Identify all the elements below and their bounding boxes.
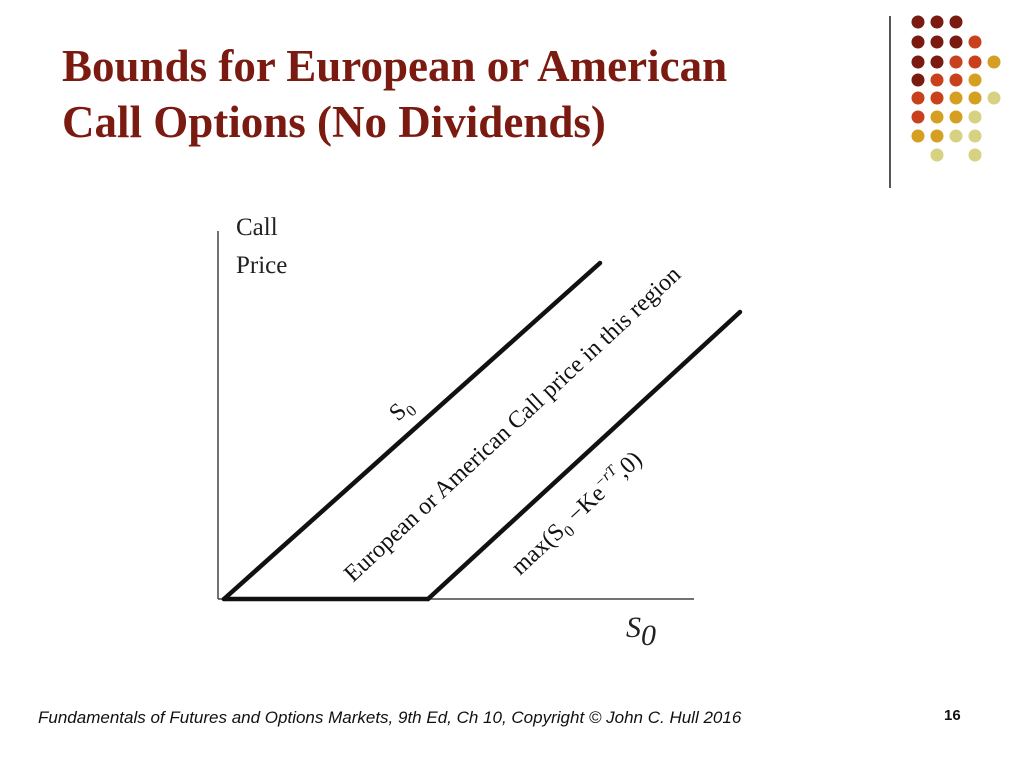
decorative-dot xyxy=(911,55,925,69)
decorative-dot xyxy=(987,55,1001,69)
decorative-dot xyxy=(930,15,944,29)
upper-bound-label: S0 xyxy=(384,393,420,430)
upper-bound-line xyxy=(221,260,603,602)
lower-bound-label: max(S0 −Ke−rT,0) xyxy=(505,445,650,583)
decorative-dot xyxy=(930,73,944,87)
footer-citation: Fundamentals of Futures and Options Mark… xyxy=(38,708,742,727)
decorative-dot xyxy=(930,110,944,124)
y-axis-label-line-2: Price xyxy=(236,252,287,279)
decorative-dot xyxy=(911,110,925,124)
decorative-dot xyxy=(968,91,982,105)
decorative-dot xyxy=(949,55,963,69)
decorative-dot xyxy=(968,35,982,49)
decorative-dot xyxy=(968,73,982,87)
region-label: European or American Call price in this … xyxy=(339,262,686,588)
call-bounds-diagram: Call Price S0 S0 European or American Ca… xyxy=(217,214,743,652)
decorative-dot xyxy=(949,110,963,124)
decorative-dot xyxy=(968,129,982,143)
decorative-dot xyxy=(949,73,963,87)
y-axis-label-line-1: Call xyxy=(236,214,278,241)
decorative-dot xyxy=(930,35,944,49)
page-number: 16 xyxy=(944,707,961,724)
decorative-dot xyxy=(949,15,963,29)
decorative-dot xyxy=(930,129,944,143)
decorative-dot xyxy=(968,55,982,69)
decorative-dot xyxy=(930,148,944,162)
decorative-dot xyxy=(968,110,982,124)
decorative-dot xyxy=(911,15,925,29)
title-line-1: Bounds for European or American xyxy=(62,41,728,91)
decorative-dot xyxy=(987,91,1001,105)
decorative-dot xyxy=(968,148,982,162)
decorative-dot xyxy=(911,129,925,143)
title-line-2: Call Options (No Dividends) xyxy=(62,97,606,147)
decorative-dot xyxy=(930,55,944,69)
decorative-dot xyxy=(949,129,963,143)
decorative-dot xyxy=(911,91,925,105)
decorative-dot xyxy=(949,35,963,49)
decorative-dot xyxy=(949,91,963,105)
x-axis-label: S0 xyxy=(626,611,656,652)
decorative-dot-pattern xyxy=(911,15,1001,162)
lower-bound-diagonal xyxy=(425,309,743,602)
decorative-dot xyxy=(911,35,925,49)
decorative-dot xyxy=(930,91,944,105)
title-divider xyxy=(889,16,891,188)
decorative-dot xyxy=(911,73,925,87)
slide-title: Bounds for European or American Call Opt… xyxy=(62,38,862,150)
